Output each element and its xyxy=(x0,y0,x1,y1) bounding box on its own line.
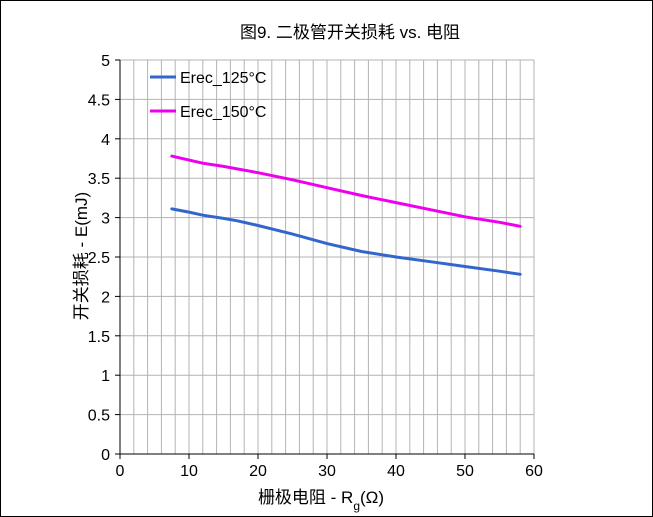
legend-label-1: Erec_125°C xyxy=(180,70,266,87)
legend-label-2: Erec_150°C xyxy=(180,104,266,121)
x-axis-label-tail: (Ω) xyxy=(360,488,384,507)
x-tick-label: 20 xyxy=(249,463,267,480)
x-tick-label: 50 xyxy=(456,463,474,480)
x-axis-label: 栅极电阻 - Rg(Ω) xyxy=(258,488,384,513)
x-tick-label: 0 xyxy=(116,463,125,480)
x-tick-label: 10 xyxy=(180,463,198,480)
y-tick-label: 0.5 xyxy=(88,408,110,425)
y-tick-label: 0 xyxy=(101,447,110,464)
x-tick-label: 30 xyxy=(318,463,336,480)
y-tick-label: 5 xyxy=(101,53,110,70)
y-tick-label: 4 xyxy=(101,132,110,149)
y-tick-label: 1.5 xyxy=(88,329,110,346)
axes xyxy=(115,59,535,459)
y-tick-label: 2 xyxy=(101,289,110,306)
series-line-2 xyxy=(170,154,522,228)
y-tick-label: 4.5 xyxy=(88,92,110,109)
series-line-1 xyxy=(170,207,522,276)
x-axis-label-sub: g xyxy=(353,499,360,513)
x-axis-label-main: 栅极电阻 - R xyxy=(258,488,353,507)
y-tick-label: 3 xyxy=(101,211,110,228)
y-tick-label: 3.5 xyxy=(88,171,110,188)
chart-title: 图9. 二极管开关损耗 vs. 电阻 xyxy=(240,23,460,42)
y-tick-label: 2.5 xyxy=(88,250,110,267)
y-axis-label: 开关损耗 - E(mJ) xyxy=(72,192,91,320)
legend: Erec_125°C Erec_150°C xyxy=(150,70,266,121)
x-tick-label: 60 xyxy=(525,463,543,480)
series-lines xyxy=(170,154,522,276)
x-tick-label: 40 xyxy=(387,463,405,480)
y-tick-label: 1 xyxy=(101,368,110,385)
tick-labels: 00.511.522.533.544.550 10 20 30 40 50 60 xyxy=(88,53,543,480)
